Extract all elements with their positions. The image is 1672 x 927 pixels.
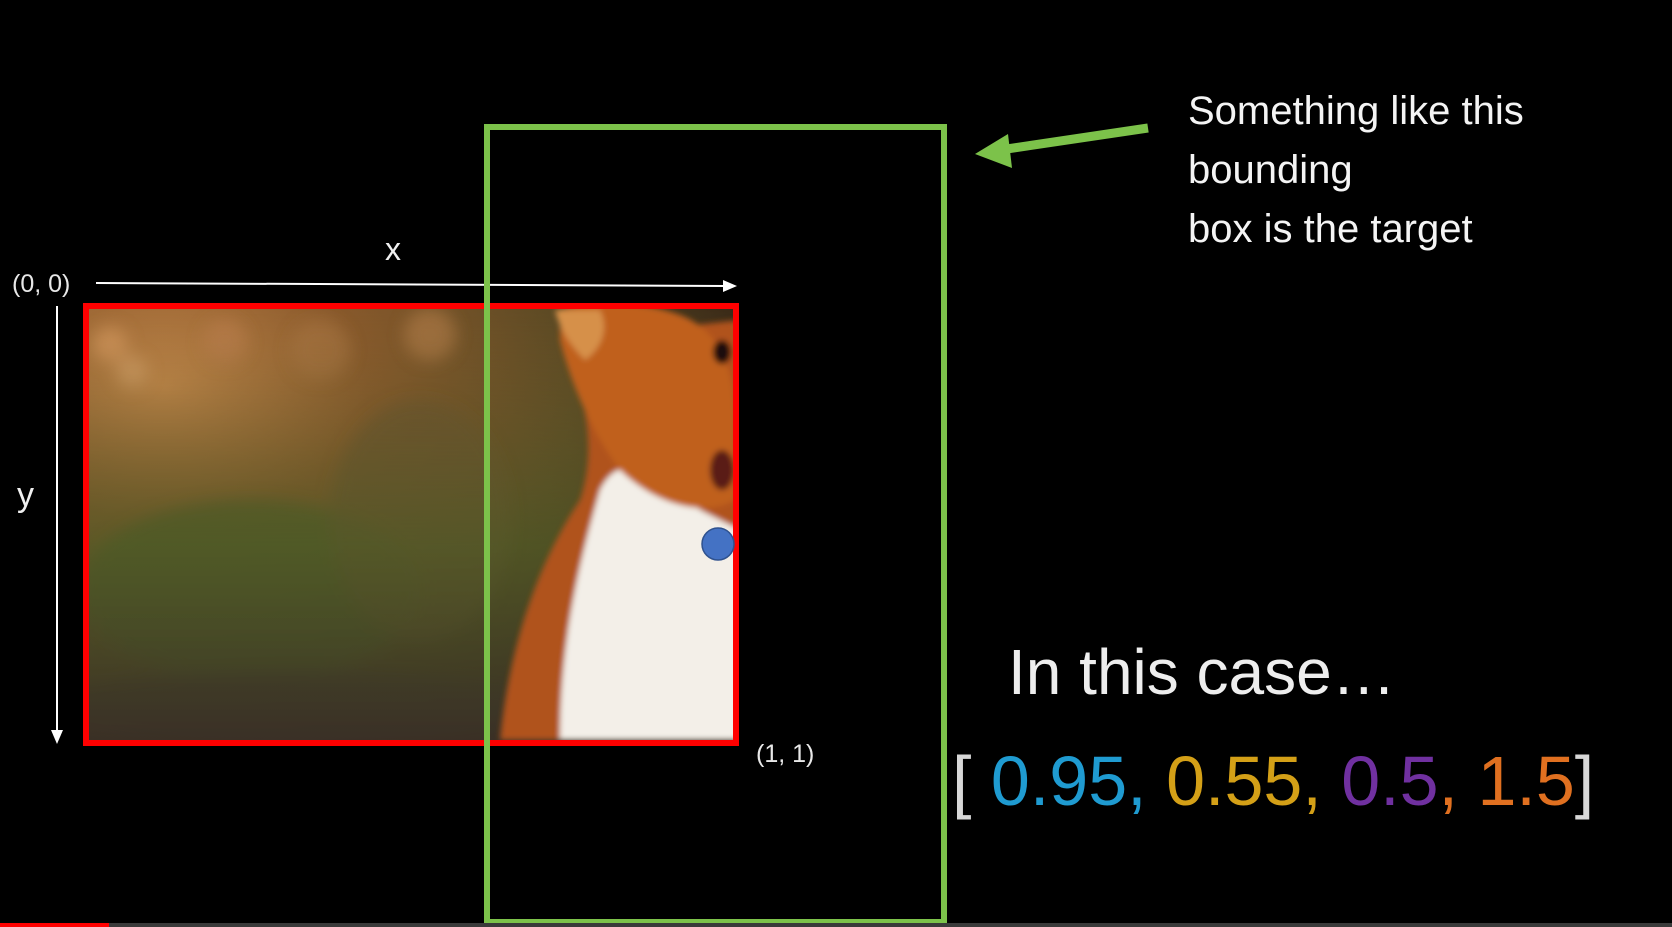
target-vector: [ 0.95, 0.55, 0.5, 1.5]: [952, 746, 1594, 816]
target-annotation: Something like this bounding box is the …: [1188, 82, 1658, 259]
x-axis-label: x: [385, 231, 401, 267]
origin-label: (0, 0): [12, 270, 71, 298]
video-progress-fill: [0, 923, 109, 927]
annotation-line: box is the target: [1188, 207, 1473, 251]
corner-label: (1, 1): [756, 740, 815, 768]
annotation-line: Something like this: [1188, 89, 1524, 133]
pointer-arrow: [975, 123, 1149, 168]
x-axis-arrow: [95, 280, 737, 292]
vector-separator: ,: [1302, 742, 1322, 820]
y-axis-arrow: [51, 306, 63, 744]
vector-value-y: 0.55: [1166, 742, 1303, 820]
vector-value-x: 0.95: [990, 742, 1128, 820]
y-axis-label: y: [17, 476, 34, 514]
vector-value-width: 0.5: [1341, 742, 1439, 820]
vector-close-bracket: ]: [1574, 742, 1595, 820]
case-label: In this case…: [1008, 636, 1396, 708]
vector-separator: ,: [1438, 742, 1458, 820]
target-bounding-box: [484, 124, 947, 925]
vector-open-bracket: [: [952, 742, 972, 820]
annotation-line: bounding: [1188, 148, 1353, 192]
box-center-point: [701, 527, 735, 561]
dog-photo: [85, 308, 735, 740]
video-progress-track[interactable]: [0, 923, 1672, 927]
vector-value-height: 1.5: [1477, 742, 1575, 820]
vector-separator: ,: [1127, 742, 1147, 820]
image-frame: [83, 303, 739, 746]
